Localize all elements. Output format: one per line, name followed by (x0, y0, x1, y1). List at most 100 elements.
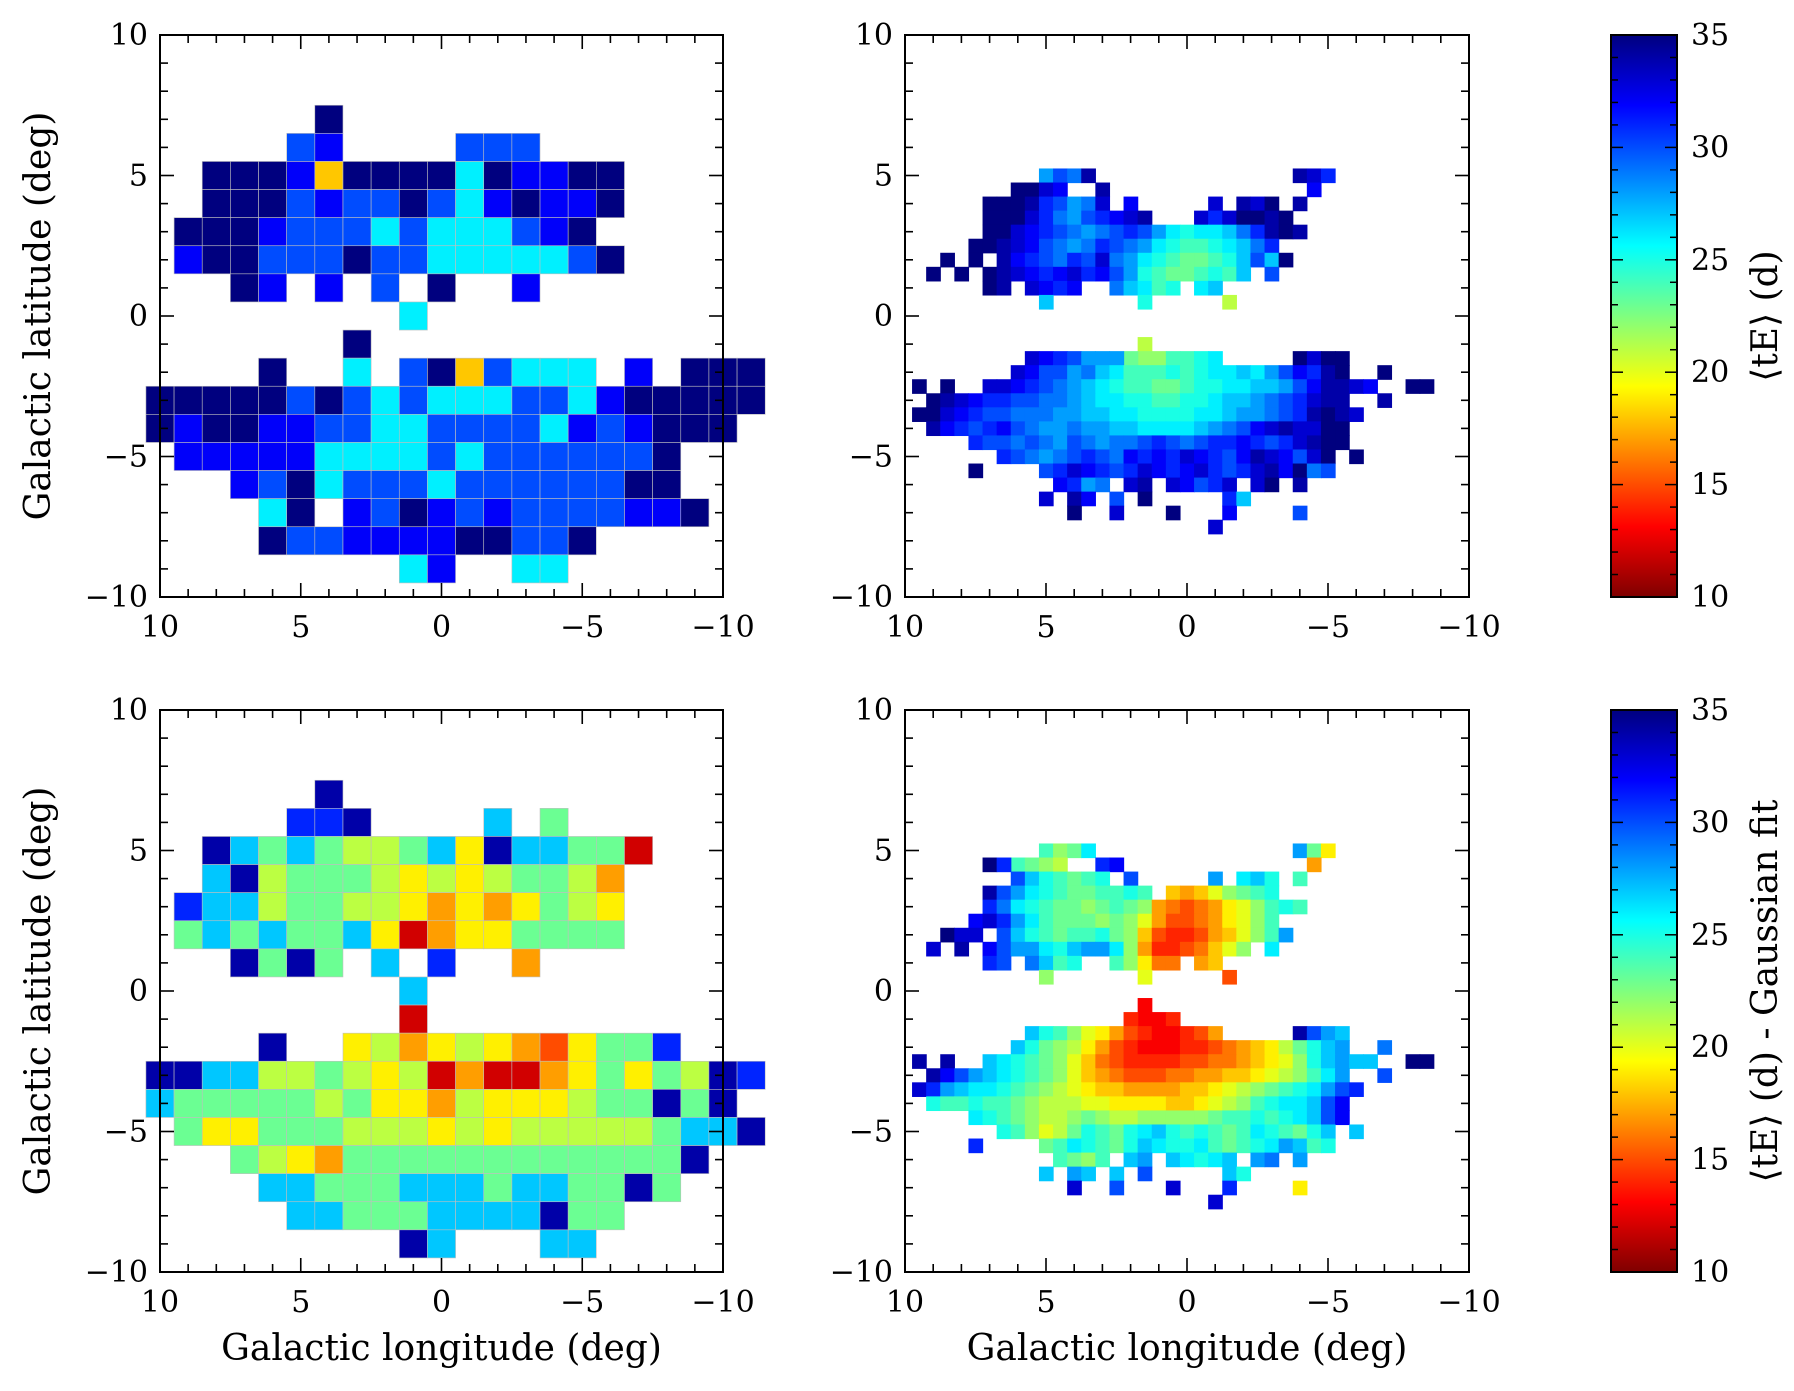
heatmap-cell (1250, 1082, 1266, 1097)
heatmap-cell (342, 836, 372, 865)
heatmap-cell (1250, 1096, 1266, 1112)
heatmap-cell (398, 1145, 428, 1174)
heatmap-cell (1236, 238, 1252, 254)
heatmap-cell (539, 1032, 569, 1062)
heatmap-cell (1208, 1054, 1223, 1069)
heatmap-cell (1194, 351, 1209, 366)
heatmap-cell (1194, 449, 1209, 465)
heatmap-cell (1024, 857, 1040, 873)
heatmap-cell (1194, 1138, 1209, 1154)
heatmap-cell (1053, 182, 1068, 198)
heatmap-cell (1053, 238, 1068, 254)
heatmap-cell (539, 1229, 569, 1259)
heatmap-cell (230, 920, 259, 950)
heatmap-cell (173, 1117, 203, 1146)
heatmap-cell (1335, 351, 1350, 366)
heatmap-cell (427, 836, 456, 865)
heatmap-cell (1222, 421, 1237, 437)
heatmap-cell (1278, 1068, 1294, 1083)
heatmap-cell (511, 892, 541, 922)
heatmap-cell (1292, 1040, 1308, 1055)
heatmap-cell (1306, 1040, 1322, 1055)
heatmap-cell (1179, 449, 1195, 465)
heatmap-cell (230, 245, 259, 275)
heatmap-cell (1067, 1026, 1082, 1041)
heatmap-cell (1236, 913, 1252, 929)
heatmap-cell (314, 385, 344, 415)
heatmap-cell (1349, 407, 1364, 422)
heatmap-cell (1151, 1096, 1167, 1112)
heatmap-cell (1024, 421, 1040, 437)
heatmap-cell (1292, 1110, 1308, 1126)
heatmap-cell (1109, 1026, 1125, 1041)
heatmap-cell (982, 266, 998, 282)
heatmap-cell (483, 864, 513, 893)
heatmap-cell (1109, 1040, 1125, 1055)
heatmap-cell (940, 421, 955, 437)
heatmap-cell (1179, 1026, 1195, 1041)
y-tick-label: 0 (129, 974, 148, 1009)
heatmap-cell (1264, 1152, 1280, 1168)
heatmap-cell (1151, 927, 1167, 943)
heatmap-cell (1208, 252, 1223, 268)
heatmap-cell (1151, 252, 1167, 268)
heatmap-cell (1208, 210, 1223, 226)
heatmap-cell (1306, 351, 1322, 366)
heatmap-cell (1123, 1082, 1139, 1097)
heatmap-cell (1208, 407, 1223, 422)
heatmap-cell (286, 442, 316, 471)
heatmap-cell (1278, 1054, 1294, 1069)
heatmap-cell (1194, 463, 1209, 479)
heatmap-cell (1236, 449, 1252, 465)
heatmap-cell (624, 1117, 653, 1146)
heatmap-cell (624, 442, 653, 471)
heatmap-cell (954, 393, 970, 408)
heatmap-cell (1053, 885, 1068, 901)
heatmap-cell (1222, 210, 1237, 226)
heatmap-cell (1038, 280, 1054, 296)
heatmap-cell (1320, 463, 1336, 479)
heatmap-cell (996, 927, 1012, 943)
heatmap-cell (996, 1082, 1012, 1097)
x-tick-label: 0 (1177, 1285, 1196, 1320)
heatmap-cell (539, 836, 569, 865)
heatmap-cell (1165, 280, 1181, 296)
heatmap-cell (1250, 421, 1266, 437)
heatmap-cell (1081, 1124, 1096, 1140)
heatmap-cell (201, 414, 231, 443)
ticks (904, 709, 1470, 1273)
colorbar-tick-label: 15 (1691, 468, 1729, 503)
heatmap-cell (1109, 857, 1125, 873)
heatmap-cell (1067, 1110, 1082, 1126)
heatmap-cell (1095, 238, 1111, 254)
heatmap-cell (427, 245, 456, 275)
heatmap-cell (1024, 449, 1040, 465)
heatmap-cell (539, 1145, 569, 1174)
heatmap-cell (455, 1117, 485, 1146)
heatmap-cell (511, 920, 541, 950)
heatmap-cell (1165, 379, 1181, 394)
x-tick-label: 0 (432, 1285, 451, 1320)
heatmap-cell (370, 526, 400, 556)
heatmap-cell (1067, 505, 1082, 521)
heatmap-cell (982, 941, 998, 957)
heatmap-cell (1010, 1082, 1026, 1097)
heatmap-cell (1165, 238, 1181, 254)
heatmap-cell (982, 379, 998, 394)
heatmap-cell (1222, 238, 1237, 254)
heatmap-cell (1236, 899, 1252, 915)
heatmap-cell (1038, 224, 1054, 240)
heatmap-cell (996, 449, 1012, 465)
heatmap-cell (1010, 379, 1026, 394)
heatmap-cell (1137, 393, 1153, 408)
heatmap-cell (1222, 885, 1237, 901)
heatmap-cell (1123, 927, 1139, 943)
heatmap-cell (511, 470, 541, 499)
heatmap-cell (1208, 393, 1223, 408)
heatmap-cell (996, 1110, 1012, 1126)
heatmap-cell (1010, 913, 1026, 929)
heatmap-cell (1151, 421, 1167, 437)
heatmap-cell (1250, 1054, 1266, 1069)
heatmap-cells (912, 168, 1435, 535)
colorbar-label: ⟨tE⟩ (d) (1745, 250, 1786, 381)
